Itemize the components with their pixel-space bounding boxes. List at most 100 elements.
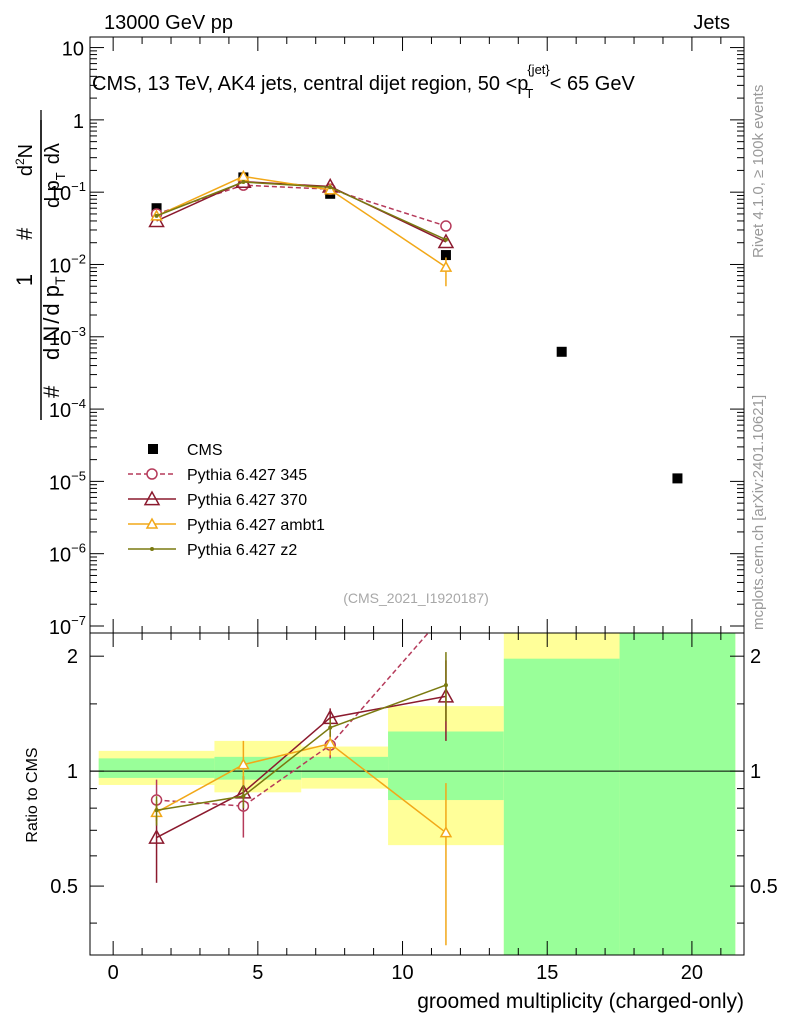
ratio-band-inner <box>301 756 389 778</box>
legend-item-CMS: CMS <box>148 442 223 459</box>
ratio-ytick-label: 2 <box>67 646 78 668</box>
main-ytick-label: 10−6 <box>49 541 86 567</box>
ratio-ytick-label: 0.5 <box>50 876 78 898</box>
ratio-xtick-label: 10 <box>391 962 413 984</box>
ratio-series-p345 <box>150 632 429 838</box>
plot-title-p: p <box>517 73 528 95</box>
ambt1-marker <box>145 517 159 529</box>
ylabel-d2N-d: d <box>15 165 37 176</box>
p370-marker <box>437 233 455 249</box>
ambt1-marker <box>439 260 453 272</box>
ambt1-marker <box>323 183 337 195</box>
ratio-ytick-label-right: 1 <box>750 761 761 783</box>
legend-item-p370: Pythia 6.427 370 <box>128 490 307 509</box>
legend-item-ambt1: Pythia 6.427 ambt1 <box>128 517 325 534</box>
main-ytick-label: 10−2 <box>49 251 86 277</box>
main-series-CMS <box>151 172 683 484</box>
ylabel-d2N: d2N <box>13 144 37 176</box>
z2-marker <box>241 180 246 185</box>
ylabel-slash: / <box>39 317 64 324</box>
z2-marker <box>154 808 159 813</box>
ylabel-dlambda: dλ <box>42 143 64 164</box>
cms-point <box>672 473 683 484</box>
ratio-xtick-label: 20 <box>681 962 703 984</box>
main-ytick-label: 10−7 <box>49 613 86 639</box>
ylabel-dpt2-d: d p <box>42 180 64 208</box>
main-ylabel: 1 # d N/d pT # d2N d pTdλ <box>12 110 68 420</box>
side-rivet: Rivet 4.1.0, ≥ 100k events <box>750 85 767 258</box>
p370-marker <box>143 490 161 506</box>
legend-item-p345: Pythia 6.427 345 <box>128 467 307 484</box>
ratio-frame <box>89 632 745 956</box>
ratio-panel: 0.5 0.51 12 20 5 10 15 20 <box>50 632 778 984</box>
p345-marker <box>440 220 452 232</box>
main-panel: 10−7 10−6 10−5 10−4 10−3 10−2 10−1 1 10 <box>49 36 745 639</box>
ylabel-hash-top: # <box>12 227 37 240</box>
plot-title-sup: {jet} <box>527 62 550 77</box>
ratio-band-inner <box>98 758 215 778</box>
ylabel-d2N-N: N <box>15 144 37 158</box>
legend: CMS Pythia 6.427 345 Pythia 6.427 370 Pythi… <box>128 442 325 559</box>
side-mcplots: mcplots.cern.ch [arXiv:2401.10621] <box>750 395 767 630</box>
ylabel-dN-text: d N <box>39 326 64 360</box>
ambt1-marker <box>439 826 453 838</box>
z2-marker <box>241 794 246 799</box>
z2-marker <box>328 185 333 190</box>
p370-line <box>156 180 447 243</box>
ambt1-line <box>156 175 447 268</box>
ylabel-top: # <box>12 227 37 240</box>
legend-cms-marker <box>148 444 158 454</box>
plot-title-pre: CMS, 13 TeV, AK4 jets, central dijet reg… <box>92 73 517 95</box>
z2-marker <box>328 725 333 730</box>
cms-point <box>556 346 567 357</box>
legend-label-p345: Pythia 6.427 345 <box>187 467 307 484</box>
main-ytick-label: 1 <box>73 111 84 133</box>
ambt1-marker <box>323 737 337 749</box>
ylabel-dpt: d p <box>39 285 64 316</box>
main-ytick-label: 10−3 <box>49 324 86 350</box>
z2-marker <box>443 683 448 688</box>
ratio-ytick-label: 1 <box>67 761 78 783</box>
legend-label-z2: Pythia 6.427 z2 <box>187 542 297 559</box>
legend-label-CMS: CMS <box>187 442 223 459</box>
watermark: (CMS_2021_I1920187) <box>343 590 489 606</box>
ylabel-dpt2-T: T <box>53 172 68 180</box>
ylabel-hash-bottom: # <box>39 385 64 398</box>
z2-marker <box>154 213 159 218</box>
main-ytick-label: 10−4 <box>49 396 86 422</box>
header-left: 13000 GeV pp <box>104 12 233 34</box>
header-right: Jets <box>693 12 730 34</box>
main-series-ambt1 <box>150 169 453 287</box>
ylabel-den: # <box>39 385 64 398</box>
ratio-band-inner <box>503 658 620 955</box>
z2-line <box>156 181 447 241</box>
main-ytick-label: 10 <box>62 39 84 61</box>
ylabel-dpt2: d pTdλ <box>42 143 68 208</box>
ratio-band-inner <box>619 633 736 955</box>
ylabel-d2N-sup: 2 <box>13 158 27 165</box>
ratio-band-inner <box>214 756 302 780</box>
ambt1-ratio-line <box>156 742 447 834</box>
plot-title: CMS, 13 TeV, AK4 jets, central dijet reg… <box>92 62 635 101</box>
main-ytick-label: 10−5 <box>49 468 86 494</box>
ratio-ytick-label-right: 0.5 <box>750 876 778 898</box>
cms-point <box>440 250 451 261</box>
p370-marker <box>148 829 165 844</box>
ylabel-dN: d N /d pT <box>39 276 68 360</box>
ratio-xtick-label: 15 <box>536 962 558 984</box>
ylabel-pt-sub: T <box>52 276 68 285</box>
main-series-z2 <box>154 180 448 242</box>
main-ytick-label: 10−1 <box>49 179 86 205</box>
ratio-ytick-label-right: 2 <box>750 646 761 668</box>
z2-marker <box>150 547 154 551</box>
ratio-series-z2 <box>154 652 448 826</box>
ambt1-marker <box>237 758 250 770</box>
z2-marker <box>443 237 448 242</box>
ratio-xtick-label: 0 <box>108 962 119 984</box>
legend-label-ambt1: Pythia 6.427 ambt1 <box>187 517 325 534</box>
z2-ratio-line <box>156 684 447 811</box>
legend-label-p370: Pythia 6.427 370 <box>187 492 307 509</box>
legend-item-z2: Pythia 6.427 z2 <box>128 542 297 559</box>
p345-marker <box>146 468 158 480</box>
